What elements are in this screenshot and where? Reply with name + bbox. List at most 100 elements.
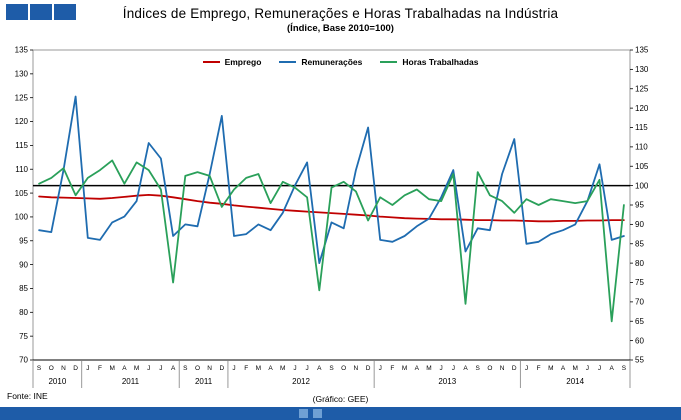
- x-month-label: S: [329, 365, 334, 372]
- logo-square: [6, 4, 28, 20]
- x-month-label: M: [402, 365, 407, 372]
- x-month-label: D: [512, 365, 517, 372]
- legend-item-emprego: Emprego: [202, 57, 262, 67]
- series-line-horas-trabalhadas: [38, 159, 625, 323]
- x-year-label: 2014: [566, 377, 584, 386]
- x-month-label: A: [561, 365, 566, 372]
- x-month-label: A: [171, 365, 176, 372]
- x-month-label: N: [61, 365, 66, 372]
- right-axis-label: 95: [635, 201, 644, 210]
- x-month-label: N: [207, 365, 212, 372]
- x-month-label: F: [537, 365, 541, 372]
- legend-item-remuneracoes: Remunerações: [279, 57, 362, 67]
- x-month-label: M: [256, 365, 261, 372]
- right-axis-label: 110: [635, 143, 648, 152]
- x-month-label: A: [463, 365, 468, 372]
- legend-label: Emprego: [224, 57, 262, 67]
- x-month-label: A: [122, 365, 127, 372]
- x-month-label: J: [525, 365, 528, 372]
- series-line-remuneracoes: [38, 95, 625, 265]
- x-month-label: J: [306, 365, 309, 372]
- legend-label: Remunerações: [301, 57, 363, 67]
- x-month-label: A: [268, 365, 273, 372]
- x-month-label: O: [487, 365, 492, 372]
- right-axis-label: 105: [635, 162, 649, 171]
- legend-swatch-horas-trabalhadas: [380, 60, 398, 64]
- x-month-label: M: [134, 365, 139, 372]
- x-month-label: J: [86, 365, 89, 372]
- legend-swatch-remuneracoes: [279, 60, 297, 64]
- logo-square: [30, 4, 52, 20]
- right-axis-label: 55: [635, 356, 644, 365]
- right-axis-label: 100: [635, 181, 649, 190]
- x-month-label: J: [586, 365, 589, 372]
- x-month-label: M: [572, 365, 577, 372]
- left-axis-label: 135: [15, 46, 29, 55]
- x-month-label: J: [293, 365, 296, 372]
- left-axis-label: 85: [19, 284, 28, 293]
- logo: [6, 4, 76, 20]
- x-month-label: J: [598, 365, 601, 372]
- footer-accent-square: [313, 409, 322, 418]
- right-axis-label: 65: [635, 317, 644, 326]
- x-month-label: O: [341, 365, 346, 372]
- x-month-label: J: [147, 365, 150, 372]
- chart-legend: Emprego Remunerações Horas Trabalhadas: [0, 57, 681, 67]
- x-month-label: M: [280, 365, 285, 372]
- x-year-label: 2012: [292, 377, 310, 386]
- x-month-label: J: [452, 365, 455, 372]
- left-axis-label: 95: [19, 236, 28, 245]
- x-month-label: D: [73, 365, 78, 372]
- x-month-label: S: [37, 365, 42, 372]
- x-month-label: S: [183, 365, 188, 372]
- x-year-label: 2013: [438, 377, 456, 386]
- right-axis-label: 80: [635, 259, 644, 268]
- x-year-label: 2010: [48, 377, 66, 386]
- x-month-label: S: [476, 365, 481, 372]
- chart-subtitle: (Índice, Base 2010=100): [287, 23, 394, 34]
- right-axis-label: 135: [635, 46, 649, 55]
- x-month-label: A: [317, 365, 322, 372]
- logo-square: [54, 4, 76, 20]
- right-axis-label: 120: [635, 104, 649, 113]
- x-month-label: A: [415, 365, 420, 372]
- legend-swatch-emprego: [202, 60, 220, 64]
- left-axis-label: 80: [19, 308, 28, 317]
- x-month-label: O: [195, 365, 200, 372]
- right-axis-label: 125: [635, 84, 649, 93]
- x-month-label: M: [548, 365, 553, 372]
- left-axis-label: 105: [15, 189, 29, 198]
- right-axis-label: 75: [635, 278, 644, 287]
- x-month-label: O: [49, 365, 54, 372]
- left-axis-label: 75: [19, 332, 28, 341]
- x-month-label: M: [109, 365, 114, 372]
- x-month-label: N: [500, 365, 505, 372]
- x-month-label: J: [440, 365, 443, 372]
- series-line-emprego: [38, 193, 625, 223]
- left-axis-label: 110: [15, 165, 28, 174]
- x-month-label: M: [426, 365, 431, 372]
- right-axis-label: 85: [635, 239, 644, 248]
- footer-accent-square: [299, 409, 308, 418]
- left-axis-label: 115: [15, 141, 28, 150]
- x-year-label: 2011: [122, 377, 140, 386]
- x-month-label: A: [610, 365, 615, 372]
- footer-bar: [0, 407, 681, 420]
- left-axis-label: 70: [19, 356, 28, 365]
- x-year-label: 2011: [195, 377, 213, 386]
- x-month-label: S: [622, 365, 627, 372]
- legend-item-horas-trabalhadas: Horas Trabalhadas: [380, 57, 478, 67]
- x-month-label: F: [390, 365, 394, 372]
- legend-label: Horas Trabalhadas: [402, 57, 479, 67]
- x-month-label: N: [354, 365, 359, 372]
- x-month-label: D: [219, 365, 224, 372]
- chart-title: Índices de Emprego, Remunerações e Horas…: [122, 6, 559, 21]
- left-axis-label: 120: [15, 117, 29, 126]
- x-month-label: F: [244, 365, 248, 372]
- source-note: Fonte: INE: [7, 391, 48, 401]
- x-month-label: J: [379, 365, 382, 372]
- x-month-label: D: [366, 365, 371, 372]
- left-axis-label: 90: [19, 260, 28, 269]
- right-axis-label: 130: [635, 65, 649, 74]
